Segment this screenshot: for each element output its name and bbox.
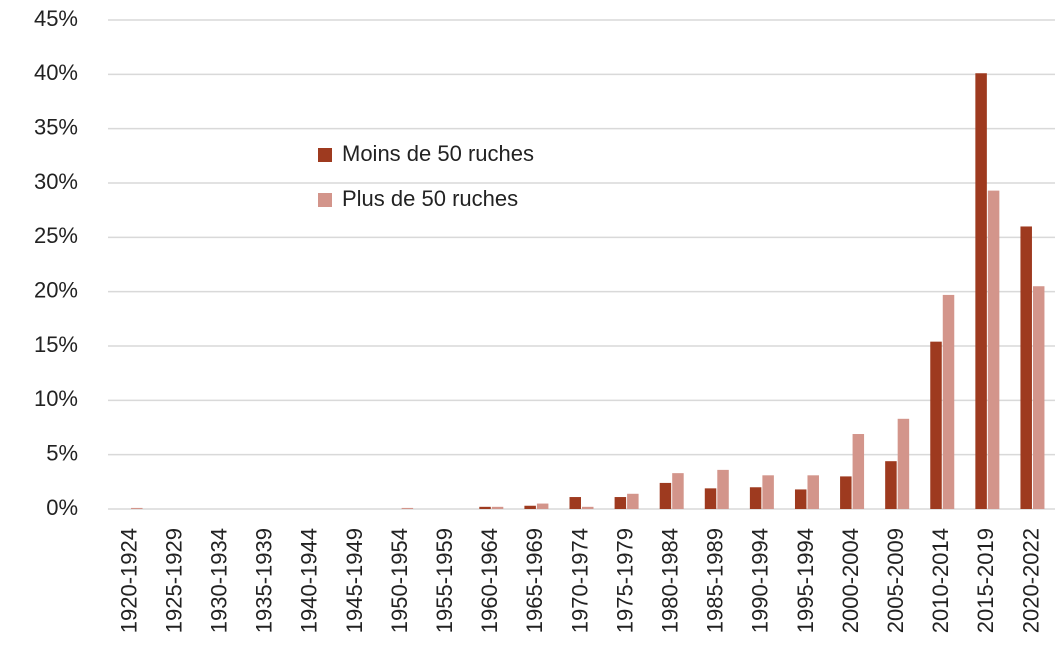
y-tick-label: 5%	[46, 440, 78, 465]
legend-swatch	[318, 193, 332, 207]
x-tick-label: 1930-1934	[207, 528, 232, 633]
bar	[897, 418, 910, 509]
x-tick-label: 2010-2014	[928, 528, 953, 633]
x-tick-label: 1955-1959	[432, 528, 457, 633]
bar	[930, 341, 942, 509]
x-tick-label: 1980-1984	[658, 528, 683, 633]
x-tick-label: 2005-2009	[883, 528, 908, 633]
bar	[131, 507, 143, 509]
bar	[885, 461, 897, 509]
bar	[852, 434, 865, 509]
x-tick-label: 1975-1979	[612, 528, 637, 633]
x-tick-label: 1940-1944	[297, 528, 322, 633]
bar	[524, 505, 536, 509]
x-tick-label: 2015-2019	[973, 528, 998, 633]
bar	[614, 497, 627, 509]
bar	[717, 469, 729, 509]
x-tick-label: 1985-1989	[703, 528, 728, 633]
x-tick-label: 1925-1929	[161, 528, 186, 633]
legend-label: Plus de 50 ruches	[342, 186, 518, 211]
y-tick-label: 45%	[34, 6, 78, 31]
bar	[762, 475, 774, 509]
x-tick-label: 1995-1994	[793, 528, 818, 633]
bar	[794, 489, 807, 509]
bar	[987, 190, 1000, 509]
y-tick-label: 30%	[34, 169, 78, 194]
y-tick-label: 40%	[34, 60, 78, 85]
legend-label: Moins de 50 ruches	[342, 141, 534, 166]
bar	[627, 493, 639, 509]
x-tick-label: 1970-1974	[567, 528, 592, 633]
bar	[536, 503, 549, 509]
bar	[401, 507, 414, 509]
y-tick-label: 35%	[34, 114, 78, 139]
bar	[942, 294, 955, 509]
bar	[749, 487, 762, 509]
x-tick-label: 2000-2004	[838, 528, 863, 633]
x-tick-label: 1945-1949	[342, 528, 367, 633]
bar	[672, 473, 684, 509]
bar	[582, 506, 594, 509]
legend-swatch	[318, 148, 332, 162]
x-tick-label: 1990-1994	[748, 528, 773, 633]
x-tick-label: 1950-1954	[387, 528, 412, 633]
y-tick-label: 25%	[34, 223, 78, 248]
y-tick-label: 10%	[34, 386, 78, 411]
x-tick-label: 1920-1924	[116, 528, 141, 633]
y-tick-label: 20%	[34, 277, 78, 302]
y-tick-label: 0%	[46, 495, 78, 520]
x-tick-label: 1965-1969	[522, 528, 547, 633]
bar	[975, 73, 987, 509]
bar	[704, 488, 717, 509]
x-tick-label: 1960-1964	[477, 528, 502, 633]
bar	[659, 482, 672, 509]
bar	[807, 475, 819, 509]
bar	[1032, 286, 1045, 509]
x-tick-label: 2020-2022	[1018, 528, 1043, 633]
bar	[840, 476, 852, 509]
y-tick-label: 15%	[34, 332, 78, 357]
bar	[491, 506, 504, 509]
bar	[479, 506, 491, 509]
x-tick-label: 1935-1939	[252, 528, 277, 633]
bar	[569, 497, 581, 509]
bar	[1020, 226, 1032, 509]
